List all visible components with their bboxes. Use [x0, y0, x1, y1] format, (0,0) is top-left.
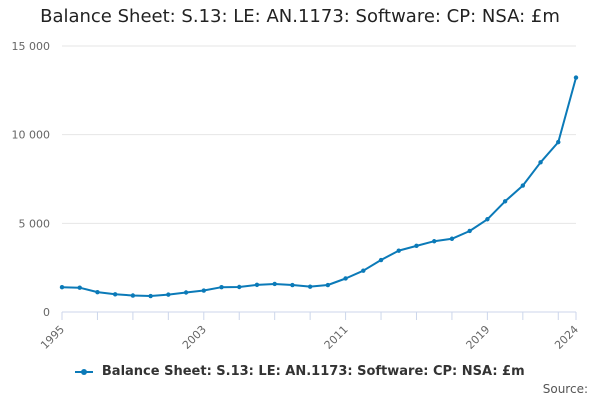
data-point[interactable] [95, 289, 100, 295]
data-point[interactable] [254, 282, 260, 288]
data-point[interactable] [502, 199, 508, 204]
data-point[interactable] [556, 139, 561, 145]
data-point[interactable] [361, 268, 366, 273]
data-point[interactable] [325, 282, 331, 288]
y-tick-label: 0 [43, 306, 50, 319]
x-axis: 1995 2003 2011 2019 2024 [38, 311, 581, 352]
data-point[interactable] [538, 160, 543, 165]
data-point[interactable] [201, 288, 206, 293]
series-line [61, 77, 577, 297]
y-tick-label: 5 000 [19, 217, 51, 230]
data-point[interactable] [77, 285, 82, 290]
data-point[interactable] [396, 248, 401, 253]
data-point[interactable] [166, 292, 171, 297]
data-point[interactable] [378, 257, 384, 263]
data-point[interactable] [467, 228, 472, 234]
x-tick-label: 2011 [322, 323, 351, 352]
data-point[interactable] [573, 75, 579, 80]
legend-marker-icon [75, 367, 94, 377]
legend-label: Balance Sheet: S.13: LE: AN.1173: Softwa… [101, 364, 525, 379]
data-point[interactable] [414, 243, 419, 249]
data-point[interactable] [183, 290, 189, 295]
data-point[interactable] [272, 281, 277, 287]
x-tick-label: 1995 [38, 323, 67, 352]
data-point[interactable] [237, 284, 242, 290]
chart-title: Balance Sheet: S.13: LE: AN.1173: Softwa… [40, 6, 560, 27]
source-label: Source: [542, 382, 588, 396]
data-point[interactable] [290, 282, 295, 288]
data-point[interactable] [432, 239, 437, 244]
data-point[interactable] [520, 183, 526, 188]
data-point[interactable] [59, 284, 65, 290]
series [59, 75, 579, 299]
y-axis: 0 5 000 10 000 15 000 [12, 40, 51, 319]
data-point[interactable] [219, 284, 224, 290]
data-point[interactable] [130, 293, 136, 298]
data-point[interactable] [485, 217, 490, 222]
legend[interactable]: Balance Sheet: S.13: LE: AN.1173: Softwa… [0, 364, 600, 379]
data-point[interactable] [449, 236, 455, 241]
y-tick-label: 10 000 [12, 129, 51, 142]
y-tick-label: 15 000 [12, 40, 51, 53]
x-tick-label: 2019 [464, 323, 493, 352]
x-tick-label: 2003 [180, 323, 209, 352]
x-tick-label: 2024 [552, 323, 581, 352]
gridlines [62, 45, 576, 224]
data-point[interactable] [343, 276, 348, 281]
data-point[interactable] [307, 284, 313, 289]
data-point[interactable] [148, 293, 153, 299]
data-point[interactable] [112, 292, 118, 297]
